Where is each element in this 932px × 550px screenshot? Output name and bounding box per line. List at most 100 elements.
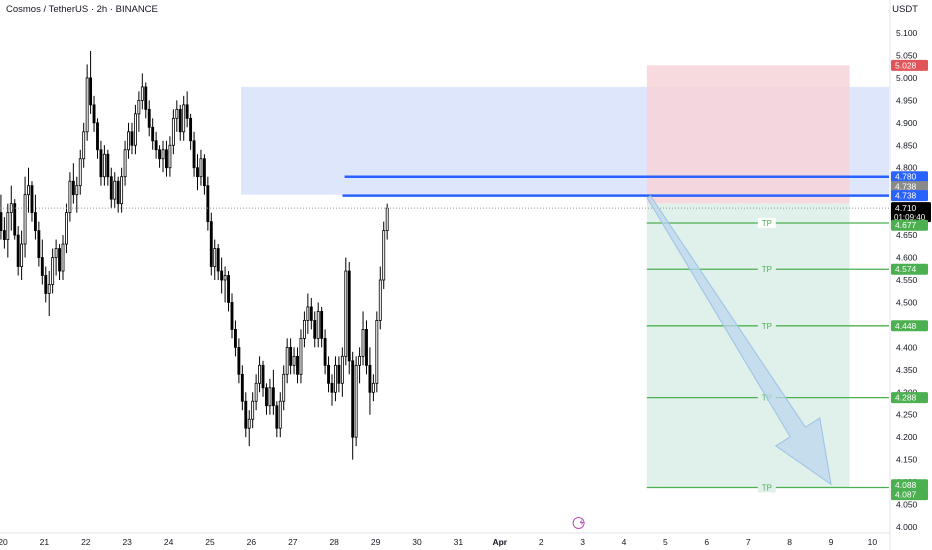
- candle-body: [247, 418, 251, 429]
- time-tick-label: 27: [288, 537, 298, 547]
- candle: [351, 351, 355, 460]
- candle: [199, 149, 203, 186]
- tp2-badge: 4.574: [895, 264, 917, 274]
- price-tick-label: 5.000: [896, 73, 918, 83]
- candle: [309, 297, 313, 330]
- time-tick-label: 8: [787, 537, 792, 547]
- candle: [123, 140, 127, 186]
- candle: [223, 266, 227, 303]
- candle: [161, 140, 165, 173]
- projection-arrow-shape[interactable]: [646, 195, 832, 486]
- candle: [51, 248, 55, 294]
- candle-body: [40, 257, 44, 276]
- candle-body: [33, 212, 37, 232]
- candle: [68, 172, 72, 222]
- candle: [337, 356, 341, 393]
- price-tick-label: 4.150: [896, 455, 918, 465]
- candle: [113, 172, 117, 209]
- time-tick-label: 4: [622, 537, 627, 547]
- time-tick-label: 24: [164, 537, 174, 547]
- candle: [302, 311, 306, 348]
- candle-body: [251, 400, 255, 420]
- candle: [216, 244, 220, 280]
- time-tick-label: 2: [539, 537, 544, 547]
- candle-body: [120, 176, 124, 205]
- candle-body: [292, 355, 296, 366]
- price-tick-label: 4.900: [896, 118, 918, 128]
- candle: [371, 374, 375, 402]
- time-tick-label: 25: [205, 537, 215, 547]
- resistance-high-badge-bg: [891, 171, 928, 183]
- candle: [182, 95, 186, 141]
- last-price-badge: 4.710: [895, 203, 917, 213]
- candle: [323, 329, 327, 375]
- tp-label-bg: [757, 320, 776, 331]
- candle-body: [182, 104, 186, 133]
- candle-body: [375, 320, 379, 384]
- candle: [340, 347, 344, 397]
- lightning-bolt: [579, 519, 584, 526]
- resistance-mid-badge: 4.738: [895, 182, 917, 192]
- candle: [258, 356, 262, 393]
- candle-body: [109, 176, 113, 200]
- candle-body: [68, 180, 72, 214]
- candle: [61, 235, 65, 280]
- tp-label: TP: [762, 265, 772, 274]
- candle: [147, 100, 151, 137]
- candle: [334, 356, 337, 402]
- tp3-badge: 4.448: [895, 321, 917, 331]
- candle-body: [144, 86, 148, 110]
- time-tick-label: 6: [704, 537, 709, 547]
- candle-body: [302, 320, 306, 339]
- currency-label[interactable]: USDT: [892, 4, 918, 15]
- tp4-badge: 4.288: [895, 393, 917, 403]
- candle: [289, 338, 293, 375]
- candle-body: [185, 104, 189, 119]
- candle-body: [209, 221, 213, 267]
- candle-body: [351, 360, 355, 438]
- candle-body: [206, 185, 210, 223]
- candle: [106, 149, 110, 186]
- candle: [65, 203, 68, 254]
- candle: [230, 293, 234, 339]
- candle: [247, 410, 251, 447]
- symbol-title[interactable]: Cosmos / TetherUS · 2h · BINANCE: [6, 4, 158, 15]
- candle-body: [299, 337, 303, 375]
- candle: [71, 163, 75, 204]
- price-tick-label: 4.650: [896, 230, 918, 240]
- candle-body: [213, 248, 217, 267]
- candle: [189, 113, 193, 150]
- candle: [254, 374, 258, 411]
- candle: [206, 176, 210, 231]
- candle: [296, 347, 299, 384]
- candle: [13, 199, 17, 240]
- candle: [196, 154, 199, 191]
- candle-body: [337, 364, 341, 384]
- candle: [282, 365, 286, 411]
- candle-body: [133, 113, 137, 146]
- candle-body: [265, 387, 268, 407]
- candle-body: [237, 346, 241, 375]
- candle-body: [58, 248, 61, 272]
- price-tick-label: 4.600: [896, 253, 918, 263]
- stop-loss-zone[interactable]: [646, 65, 850, 204]
- candle: [109, 167, 113, 209]
- candle-body: [285, 346, 289, 375]
- candle-body: [382, 230, 386, 281]
- candle-body: [268, 387, 272, 407]
- candle: [299, 329, 303, 384]
- candle: [185, 91, 189, 128]
- candle-body: [137, 99, 141, 115]
- candle-body: [130, 131, 134, 146]
- tp1-badge-bg: [891, 219, 928, 231]
- candle-body: [254, 382, 258, 402]
- candle: [244, 392, 248, 438]
- price-tick-label: 5.050: [896, 50, 918, 60]
- candle-body: [199, 158, 203, 178]
- price-tick-label: 4.050: [896, 500, 918, 510]
- price-tick-label: 4.500: [896, 297, 918, 307]
- candle: [382, 221, 386, 289]
- candle-body: [168, 144, 172, 169]
